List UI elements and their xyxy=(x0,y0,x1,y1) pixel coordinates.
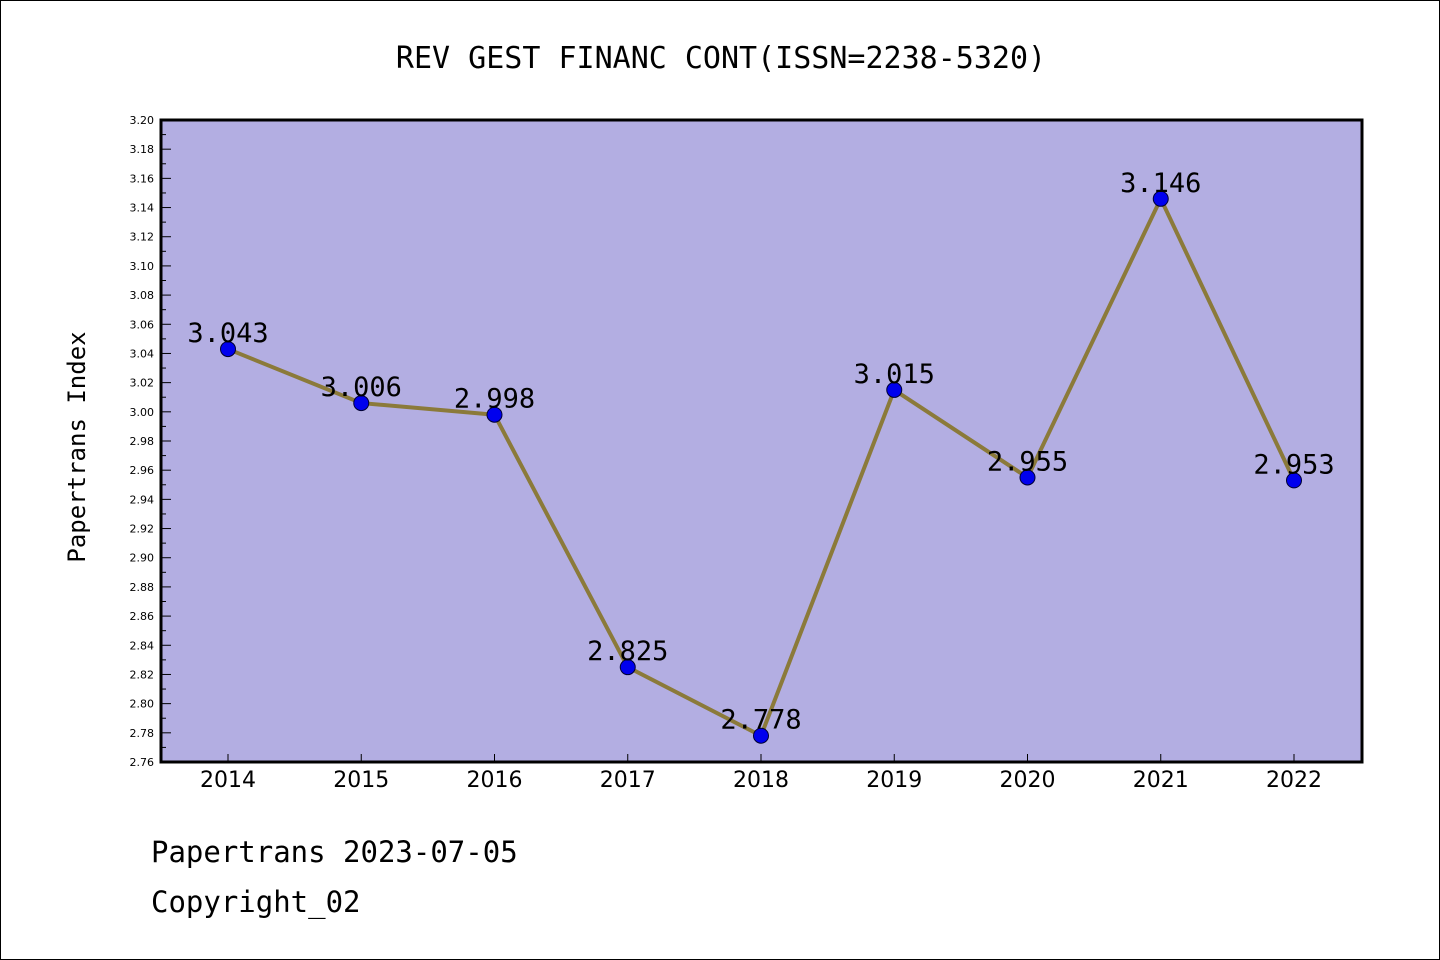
y-tick-label: 2.86 xyxy=(130,610,155,623)
data-label: 3.043 xyxy=(187,318,268,349)
x-tick-label: 2014 xyxy=(200,768,256,793)
y-tick-label: 2.90 xyxy=(130,552,155,565)
data-point xyxy=(886,381,903,398)
y-tick-label: 2.98 xyxy=(130,435,155,448)
y-tick-label: 2.94 xyxy=(130,493,155,506)
y-tick-label: 2.76 xyxy=(130,756,155,769)
data-label: 2.825 xyxy=(587,636,668,667)
y-tick-label: 2.96 xyxy=(130,464,155,477)
footer-copyright: Copyright_02 xyxy=(151,885,361,919)
data-label: 2.998 xyxy=(454,384,535,415)
y-tick-label: 3.16 xyxy=(130,172,155,185)
y-tick-label: 3.12 xyxy=(130,231,155,244)
data-point xyxy=(486,406,503,423)
data-label: 3.015 xyxy=(854,359,935,390)
x-tick-label: 2015 xyxy=(333,768,389,793)
data-labels: 3.043 3.006 2.998 2.825 2.778 3.015 2.955 3.146… xyxy=(187,168,1334,736)
plot-area xyxy=(159,118,1364,764)
y-tick-label: 3.00 xyxy=(130,406,155,419)
data-point xyxy=(1019,469,1036,486)
x-tick-label: 2018 xyxy=(733,768,789,793)
x-tick-label: 2021 xyxy=(1133,768,1189,793)
y-tick-label: 2.92 xyxy=(130,523,155,536)
y-tick-label: 3.14 xyxy=(130,202,155,215)
footer-date: Papertrans 2023-07-05 xyxy=(151,835,518,869)
data-point xyxy=(1286,472,1302,489)
y-tick-label: 2.78 xyxy=(130,727,155,740)
series-line-group xyxy=(220,190,1302,744)
y-tick-label: 3.06 xyxy=(130,318,155,331)
y-tick-label: 2.88 xyxy=(130,581,155,594)
data-label: 2.955 xyxy=(987,446,1068,477)
y-tick-label: 3.10 xyxy=(130,260,155,273)
x-tick-label: 2022 xyxy=(1266,768,1322,793)
y-axis-ticks: 2.76 2.78 2.80 2.82 2.84 2.86 2.88 2.90 2.92 2.94… xyxy=(130,114,171,769)
y-tick-label: 3.02 xyxy=(130,377,155,390)
y-tick-label: 2.82 xyxy=(130,668,155,681)
x-tick-label: 2020 xyxy=(1000,768,1056,793)
y-tick-label: 3.08 xyxy=(130,289,155,302)
data-point xyxy=(353,395,370,412)
data-label: 3.006 xyxy=(321,372,402,403)
chart-title: REV GEST FINANC CONT(ISSN=2238-5320) xyxy=(396,41,1046,76)
x-axis-ticks: 2014 2015 2016 2017 2018 2019 2020 2021 2022 xyxy=(200,754,1322,793)
x-tick-label: 2019 xyxy=(866,768,922,793)
y-tick-label: 3.04 xyxy=(130,347,155,360)
data-label: 3.146 xyxy=(1120,168,1201,199)
y-axis-label: Papertrans Index xyxy=(63,331,91,562)
data-label: 2.953 xyxy=(1253,449,1334,480)
x-tick-label: 2016 xyxy=(467,768,523,793)
data-point xyxy=(753,727,769,744)
data-point xyxy=(220,341,236,358)
x-tick-label: 2017 xyxy=(600,768,656,793)
data-label: 2.778 xyxy=(720,705,801,736)
data-point xyxy=(1152,190,1169,207)
y-tick-label: 3.20 xyxy=(130,114,155,127)
y-tick-label: 3.18 xyxy=(130,143,155,156)
y-tick-label: 2.84 xyxy=(130,639,155,652)
y-tick-label: 2.80 xyxy=(130,698,155,711)
data-point xyxy=(619,659,636,676)
